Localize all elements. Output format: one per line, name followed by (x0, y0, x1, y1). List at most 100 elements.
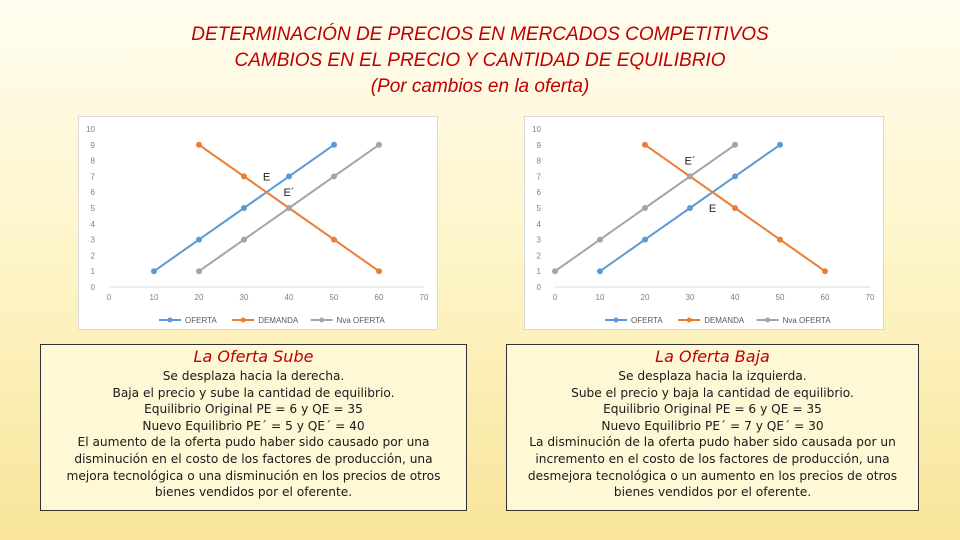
left-box-line: mejora tecnológica o una disminución en … (66, 468, 441, 483)
data-point (642, 141, 648, 148)
data-point (777, 141, 783, 148)
left-box-line: disminución en el costo de los factores … (74, 451, 433, 466)
data-point (241, 173, 247, 180)
x-tick-label: 10 (596, 293, 605, 302)
x-tick-label: 60 (375, 293, 384, 302)
data-point (777, 236, 783, 243)
right-box-line: incremento en el costo de los factores d… (535, 451, 890, 466)
data-point (687, 173, 693, 180)
right-box-line: La disminución de la oferta pudo haber s… (529, 435, 896, 450)
y-tick-label: 9 (537, 141, 542, 150)
title-line-1: DETERMINACIÓN DE PRECIOS EN MERCADOS COM… (191, 24, 769, 45)
right-box-line: desmejora tecnológica o un aumento en lo… (527, 468, 898, 483)
x-tick-label: 30 (686, 293, 695, 302)
left-box-line: bienes vendidos por el oferente. (154, 485, 353, 500)
left-box-line: Baja el precio y sube la cantidad de equ… (112, 385, 395, 400)
y-tick-label: 6 (537, 188, 542, 197)
x-tick-label: 50 (330, 293, 339, 302)
right-box-line: bienes vendidos por el oferente. (613, 485, 812, 500)
legend-label: Nva OFERTA (783, 316, 832, 325)
legend-label: DEMANDA (704, 316, 745, 325)
legend-marker (765, 317, 771, 323)
y-tick-label: 8 (91, 157, 96, 166)
x-tick-label: 50 (776, 293, 785, 302)
left-box-line: Equilibrio Original PE = 6 y QE = 35 (144, 402, 363, 417)
x-tick-label: 70 (866, 293, 875, 302)
x-tick-label: 40 (731, 293, 740, 302)
data-point (151, 268, 157, 275)
chart-right: 0 1 2 3 4 5 6 7 8 9 10 0 10 20 30 40 50 60 70 E´ E OFERTA DEMA… (524, 116, 884, 330)
y-tick-label: 6 (91, 188, 96, 197)
y-tick-label: 1 (537, 267, 542, 276)
x-tick-label: 0 (553, 293, 558, 302)
y-tick-label: 10 (532, 125, 541, 134)
y-tick-label: 5 (91, 204, 96, 213)
data-point (286, 173, 292, 180)
y-tick-label: 3 (91, 236, 96, 245)
data-point (286, 205, 292, 211)
data-point (331, 236, 337, 243)
data-point (331, 173, 337, 180)
legend-marker (240, 317, 246, 323)
data-point (732, 173, 738, 180)
x-tick-label: 60 (821, 293, 830, 302)
data-point (642, 205, 648, 211)
y-tick-label: 10 (86, 125, 95, 134)
data-point (196, 268, 202, 275)
legend-label: Nva OFERTA (337, 316, 386, 325)
x-tick-label: 70 (420, 293, 429, 302)
y-tick-label: 7 (91, 172, 96, 181)
data-point (597, 268, 603, 275)
title-line-2: CAMBIOS EN EL PRECIO Y CANTIDAD DE EQUIL… (234, 50, 726, 71)
y-tick-label: 5 (537, 204, 542, 213)
data-point (732, 141, 738, 148)
title-line-3: (Por cambios en la oferta) (370, 76, 590, 97)
y-tick-label: 4 (537, 220, 542, 229)
legend-marker (686, 317, 692, 323)
y-tick-label: 9 (91, 141, 96, 150)
data-point (331, 141, 337, 148)
data-point (196, 141, 202, 148)
data-point (196, 236, 202, 243)
y-tick-label: 2 (91, 251, 96, 260)
y-tick-label: 7 (537, 172, 542, 181)
data-point (597, 236, 603, 243)
data-point (822, 268, 828, 275)
data-point (732, 205, 738, 211)
left-box-line: Se desplaza hacia la derecha. (162, 369, 345, 383)
chart-left-svg: 0 1 2 3 4 5 6 7 8 9 10 0 10 20 30 40 50 60 70 E E´ OFERTA DEMA… (86, 125, 429, 325)
equilibrium-label: E´ (284, 187, 295, 199)
chart-left: 0 1 2 3 4 5 6 7 8 9 10 0 10 20 30 40 50 60 70 E E´ OFERTA DEMA… (78, 116, 438, 330)
y-tick-label: 0 (91, 283, 96, 292)
legend-label: DEMANDA (258, 316, 299, 325)
data-point (376, 141, 382, 148)
data-point (687, 205, 693, 211)
legend-marker (319, 317, 325, 323)
y-tick-label: 0 (537, 283, 542, 292)
legend-marker (613, 317, 619, 323)
data-point (552, 268, 558, 275)
data-point (376, 268, 382, 275)
legend-label: OFERTA (185, 316, 217, 325)
left-box-heading: La Oferta Sube (193, 347, 314, 366)
y-tick-label: 8 (537, 157, 542, 166)
y-tick-label: 2 (537, 251, 542, 260)
x-tick-label: 30 (240, 293, 249, 302)
x-tick-label: 20 (641, 293, 650, 302)
right-box-line: Equilibrio Original PE = 6 y QE = 35 (603, 402, 822, 417)
right-text-box: La Oferta Baja Se desplaza hacia la izqu… (506, 344, 919, 511)
data-point (642, 236, 648, 243)
y-tick-label: 1 (91, 267, 96, 276)
equilibrium-label: E´ (685, 156, 696, 168)
right-box-line: Sube el precio y baja la cantidad de equ… (571, 385, 854, 400)
x-tick-label: 10 (150, 293, 159, 302)
chart-right-svg: 0 1 2 3 4 5 6 7 8 9 10 0 10 20 30 40 50 60 70 E´ E OFERTA DEMA… (532, 125, 875, 325)
y-tick-label: 3 (537, 236, 542, 245)
equilibrium-label: E (263, 171, 270, 183)
x-tick-label: 20 (195, 293, 204, 302)
y-tick-label: 4 (91, 220, 96, 229)
x-tick-label: 40 (285, 293, 294, 302)
x-tick-label: 0 (107, 293, 112, 302)
left-text-box: La Oferta Sube Se desplaza hacia la dere… (40, 344, 467, 511)
legend-marker (167, 317, 173, 323)
